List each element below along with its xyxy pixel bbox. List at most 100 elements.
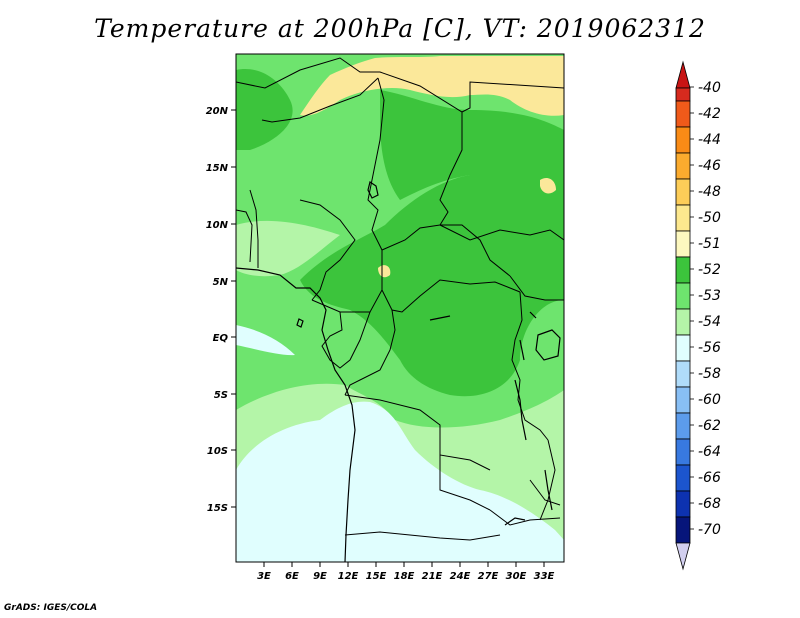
lon-label-21e: 21E <box>422 571 443 582</box>
field-band-50-spot2 <box>378 265 391 278</box>
lon-label-30e: 30E <box>506 571 527 582</box>
border-tanzania <box>539 439 556 521</box>
border-congo-drc <box>344 309 396 396</box>
colorbar-label: -60 <box>698 392 721 408</box>
colorbar: -40 -42 -44 -46 -48 -50 -51 -52 -53 -54 -56 -58 -60 -… <box>675 60 721 571</box>
colorbar-swatch-m60 <box>675 386 691 414</box>
field-band-50-ne <box>470 56 564 116</box>
colorbar-label: -70 <box>698 522 721 538</box>
colorbar-label: -53 <box>698 288 721 304</box>
lat-label-5s: 5S <box>214 390 228 401</box>
colorbar-label: -66 <box>698 470 721 486</box>
colorbar-label: -48 <box>698 184 721 200</box>
map-frame <box>235 53 565 563</box>
lat-label-10s: 10S <box>207 446 228 457</box>
lat-label-15n: 15N <box>206 163 229 174</box>
lon-label-3e: 3E <box>257 571 271 582</box>
border-drc-angola <box>344 394 491 471</box>
lon-label-24e: 24E <box>450 571 471 582</box>
temperature-field <box>236 54 564 562</box>
lake-kivu <box>519 339 525 361</box>
field-band-50-spot1 <box>540 178 556 194</box>
lon-label-33e: 33E <box>534 571 555 582</box>
chart-title: Temperature at 200hPa [C], VT: 201906231… <box>94 14 706 43</box>
colorbar-swatch-m58 <box>675 360 691 388</box>
lake-kariba <box>504 517 526 526</box>
lon-axis: 3E 6E 9E 12E 15E 18E 21E 24E 27E 30E 33E <box>257 562 555 582</box>
border-car-north <box>381 224 511 277</box>
lon-label-15e: 15E <box>366 571 387 582</box>
lat-label-eq: EQ <box>213 333 229 344</box>
colorbar-label: -51 <box>698 236 721 252</box>
colorbar-label: -64 <box>698 444 721 460</box>
border-car-south <box>381 250 521 313</box>
colorbar-label: -68 <box>698 496 721 512</box>
colorbar-swatch-m70 <box>675 516 691 544</box>
field-band-52-northwest <box>236 69 293 150</box>
colorbar-label: -40 <box>698 80 721 96</box>
lake-chad <box>367 181 379 199</box>
credit-label: GrADS: IGES/COLA <box>4 603 98 613</box>
lat-label-20n: 20N <box>206 106 229 117</box>
colorbar-label: -58 <box>698 366 721 382</box>
border-benin-togo <box>249 189 259 268</box>
coast-gulf-of-guinea <box>236 267 356 562</box>
island-lake-albert <box>529 311 537 319</box>
lake-lower <box>429 315 451 321</box>
coastlines <box>236 181 561 562</box>
lat-label-10n: 10N <box>206 220 229 231</box>
colorbar-swatch-m46 <box>675 152 691 180</box>
colorbar-swatch-m44 <box>675 126 691 154</box>
border-angola-zambia <box>439 455 491 511</box>
border-ghana <box>236 209 253 263</box>
island-bioko <box>296 318 304 328</box>
border-namibia-north <box>344 531 501 541</box>
border-cameroon-nigeria <box>299 199 356 301</box>
border-chad-sudan <box>439 112 463 226</box>
border-gabon-congo <box>321 311 371 369</box>
colorbar-swatch-m51 <box>675 230 691 258</box>
lat-label-15s: 15S <box>207 503 228 514</box>
border-mozambique <box>529 479 561 506</box>
field-band-50-sahara <box>300 56 470 116</box>
colorbar-label: -42 <box>698 106 721 122</box>
border-sahara-line <box>236 57 564 113</box>
colorbar-label: -50 <box>698 210 721 226</box>
border-niger-nigeria <box>261 77 379 123</box>
colorbar-top-arrow <box>675 60 691 89</box>
field-band-52-north <box>380 90 564 200</box>
field-band-56-angola <box>236 401 564 562</box>
lon-label-27e: 27E <box>478 571 499 582</box>
lake-victoria <box>535 329 561 361</box>
country-borders <box>236 57 564 541</box>
colorbar-bottom-arrow <box>675 542 691 571</box>
lon-label-18e: 18E <box>394 571 415 582</box>
border-sudan-ssudan <box>439 224 564 241</box>
border-zambia-south <box>489 509 561 526</box>
colorbar-label: -62 <box>698 418 721 434</box>
colorbar-label: -46 <box>698 158 721 174</box>
lon-label-6e: 6E <box>285 571 299 582</box>
field-band-52-central <box>300 174 564 397</box>
colorbar-label: -44 <box>698 132 721 148</box>
lat-label-5n: 5N <box>213 277 229 288</box>
colorbar-swatch-m66 <box>675 464 691 492</box>
lat-axis: 20N 15N 10N 5N EQ 5S 10S 15S <box>206 106 236 514</box>
field-band-54-west <box>236 220 340 277</box>
colorbar-swatch-m42 <box>675 100 691 128</box>
field-band-56-gulf <box>236 325 295 356</box>
colorbar-label: -54 <box>698 314 721 330</box>
colorbar-swatch-m50 <box>675 204 691 232</box>
border-cameroon-south <box>311 289 383 313</box>
border-south-sudan <box>509 275 564 301</box>
colorbar-label: -52 <box>698 262 721 278</box>
colorbar-swatch-m62 <box>675 412 691 440</box>
border-chad-west <box>367 77 385 251</box>
colorbar-swatch-m52 <box>675 256 691 284</box>
colorbar-swatch-m56 <box>675 334 691 362</box>
colorbar-label: -56 <box>698 340 721 356</box>
lon-label-9e: 9E <box>313 571 327 582</box>
colorbar-swatch-m53 <box>675 282 691 310</box>
lake-malawi <box>544 469 553 511</box>
